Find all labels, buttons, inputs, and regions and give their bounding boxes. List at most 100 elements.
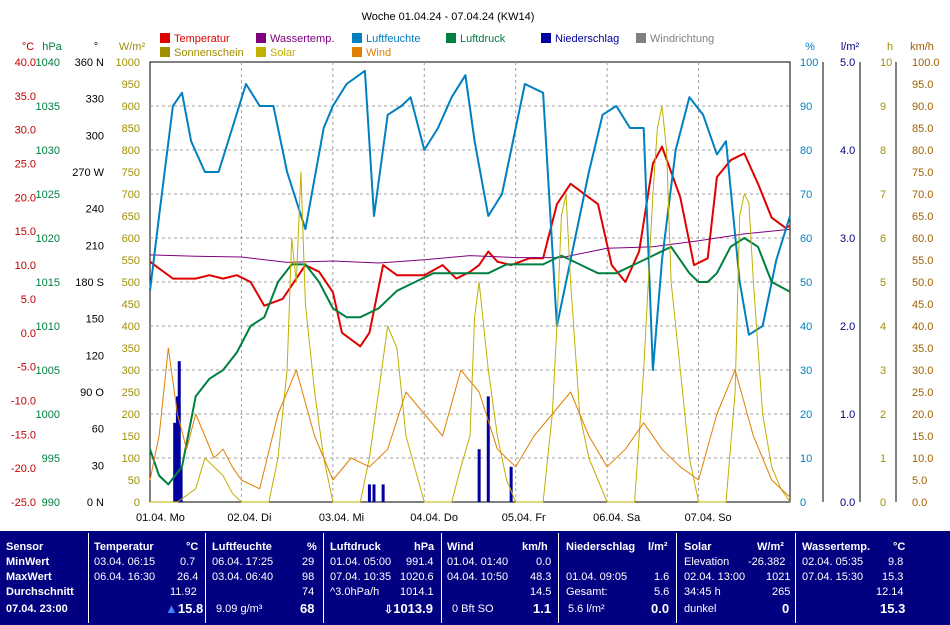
x-tick-label: 06.04. Sa <box>593 512 641 524</box>
temp-header: Temperatur <box>94 541 154 553</box>
x-tick-label: 01.04. Mo <box>136 512 185 524</box>
axis-tick-label: 50 <box>128 475 140 487</box>
axis-tick-label: 750 <box>122 167 140 179</box>
legend-swatch <box>352 33 362 43</box>
rain-unit: l/m² <box>648 541 668 553</box>
axis-tick-label: 1 <box>880 453 886 465</box>
hum-min-time: 06.04. 17:25 <box>212 556 274 568</box>
press-trend: ^3.0hPa/h <box>330 586 380 598</box>
axis-tick-label: 20 <box>800 409 812 421</box>
axis-tick-label: 60.0 <box>912 233 933 245</box>
water-avg: 12.14 <box>876 586 904 598</box>
weather-chart: Woche 01.04.24 - 07.04.24 (KW14) Tempera… <box>10 11 940 524</box>
solar-elevation-label: Elevation <box>684 556 730 568</box>
legend-item: Luftfeuchte <box>366 33 420 45</box>
axis-unit-label: l/m² <box>841 41 860 53</box>
sensor-header: Sensor <box>6 541 44 553</box>
solar-avg: 265 <box>772 586 791 598</box>
axis-tick-label: 3.0 <box>840 233 855 245</box>
current-time: 07.04. 23:00 <box>6 603 68 615</box>
rain-bar <box>486 396 490 502</box>
sunshine-hours: 34:45 h <box>684 586 721 598</box>
rain-bar <box>477 449 481 502</box>
axis-tick-label: 65.0 <box>912 211 933 223</box>
axis-tick-label: 10.0 <box>15 260 36 272</box>
axis-tick-label: 1000 <box>116 57 140 69</box>
axis-tick-label: 700 <box>122 189 140 201</box>
axis-tick-label: 550 <box>122 255 140 267</box>
axis-tick-label: 0 <box>880 497 886 509</box>
series-line <box>149 228 791 264</box>
axis-tick-label: 0.0 <box>840 497 855 509</box>
water-header: Wassertemp. <box>802 541 871 553</box>
x-tick-label: 05.04. Fr <box>502 512 546 524</box>
axis-unit-label: ° <box>94 41 98 53</box>
axis-tick-label: 3 <box>880 365 886 377</box>
axis-tick-label: 1000 <box>36 409 60 421</box>
axis-tick-label: 8 <box>880 145 886 157</box>
axis-tick-label: 1040 <box>36 57 60 69</box>
axis-tick-label: 1025 <box>36 189 60 201</box>
axis-tick-label: 4.0 <box>840 145 855 157</box>
press-min-time: 01.04. 05:00 <box>330 556 392 568</box>
axis-unit-label: W/m² <box>119 41 146 53</box>
axis-tick-label: 210 <box>86 240 104 252</box>
axis-tick-label: 150 <box>122 431 140 443</box>
axis-unit-label: °C <box>22 41 34 53</box>
hum-min-value: 29 <box>302 556 315 568</box>
axis-tick-label: 5 <box>880 277 886 289</box>
water-min-value: 9.8 <box>888 556 904 568</box>
wind-current: 1.1 <box>533 601 552 616</box>
solar-state: dunkel <box>684 603 717 615</box>
axis-tick-label: 60 <box>800 233 812 245</box>
axis-tick-label: 35.0 <box>15 91 36 103</box>
water-unit: °C <box>893 541 906 553</box>
axis-tick-label: 900 <box>122 101 140 113</box>
temp-avg: 11.92 <box>170 586 197 598</box>
stats-table: Sensor MinWert MaxWert Durchschnitt 07.0… <box>0 531 950 625</box>
legend-item: Sonnenschein <box>174 47 244 59</box>
temp-max-value: 26.4 <box>177 571 199 583</box>
hum-unit: % <box>307 541 317 553</box>
wind-header: Wind <box>447 541 474 553</box>
press-max-value: 1020.6 <box>400 571 434 583</box>
rain-current: 0.0 <box>651 601 670 616</box>
water-current: 15.3 <box>880 601 906 616</box>
axis-tick-label: 1.0 <box>840 409 855 421</box>
axis-tick-label: 1010 <box>36 321 60 333</box>
water-max-time: 07.04. 15:30 <box>802 571 864 583</box>
axis-tick-label: 85.0 <box>912 123 933 135</box>
axis-tick-label: 70.0 <box>912 189 933 201</box>
axis-tick-label: 0 N <box>87 497 104 509</box>
water-max-value: 15.3 <box>882 571 904 583</box>
temp-max-time: 06.04. 16:30 <box>94 571 156 583</box>
press-max-time: 07.04. 10:35 <box>330 571 392 583</box>
rain-bar <box>509 466 513 502</box>
axis-tick-label: 50.0 <box>912 277 933 289</box>
solar-max-time: 02.04. 13:00 <box>684 571 746 583</box>
axis-tick-label: 55.0 <box>912 255 933 267</box>
legend-item: Solar <box>270 47 296 59</box>
axis-unit-label: hPa <box>42 41 62 53</box>
axis-tick-label: 800 <box>122 145 140 157</box>
axis-tick-label: 990 <box>42 497 60 509</box>
axis-tick-label: -25.0 <box>11 497 36 509</box>
legend-item: Niederschlag <box>555 33 619 45</box>
wind-beaufort: 0 Bft SO <box>452 603 494 615</box>
axis-tick-label: 60 <box>92 424 104 436</box>
hum-header: Luftfeuchte <box>212 541 272 553</box>
axis-tick-label: 40.0 <box>15 57 36 69</box>
press-min-value: 991.4 <box>406 556 434 568</box>
wind-max-time: 04.04. 10:50 <box>447 571 509 583</box>
axis-tick-label: 45.0 <box>912 299 933 311</box>
legend-swatch <box>352 47 362 57</box>
hum-absolute: 9.09 g/m³ <box>216 603 263 615</box>
hum-max-time: 03.04. 06:40 <box>212 571 274 583</box>
rain-bar <box>177 361 181 502</box>
axis-tick-label: 80.0 <box>912 145 933 157</box>
axis-tick-label: 250 <box>122 387 140 399</box>
axis-tick-label: 1005 <box>36 365 60 377</box>
axis-tick-label: 850 <box>122 123 140 135</box>
axis-tick-label: 15.0 <box>912 431 933 443</box>
rain-header: Niederschlag <box>566 541 636 553</box>
